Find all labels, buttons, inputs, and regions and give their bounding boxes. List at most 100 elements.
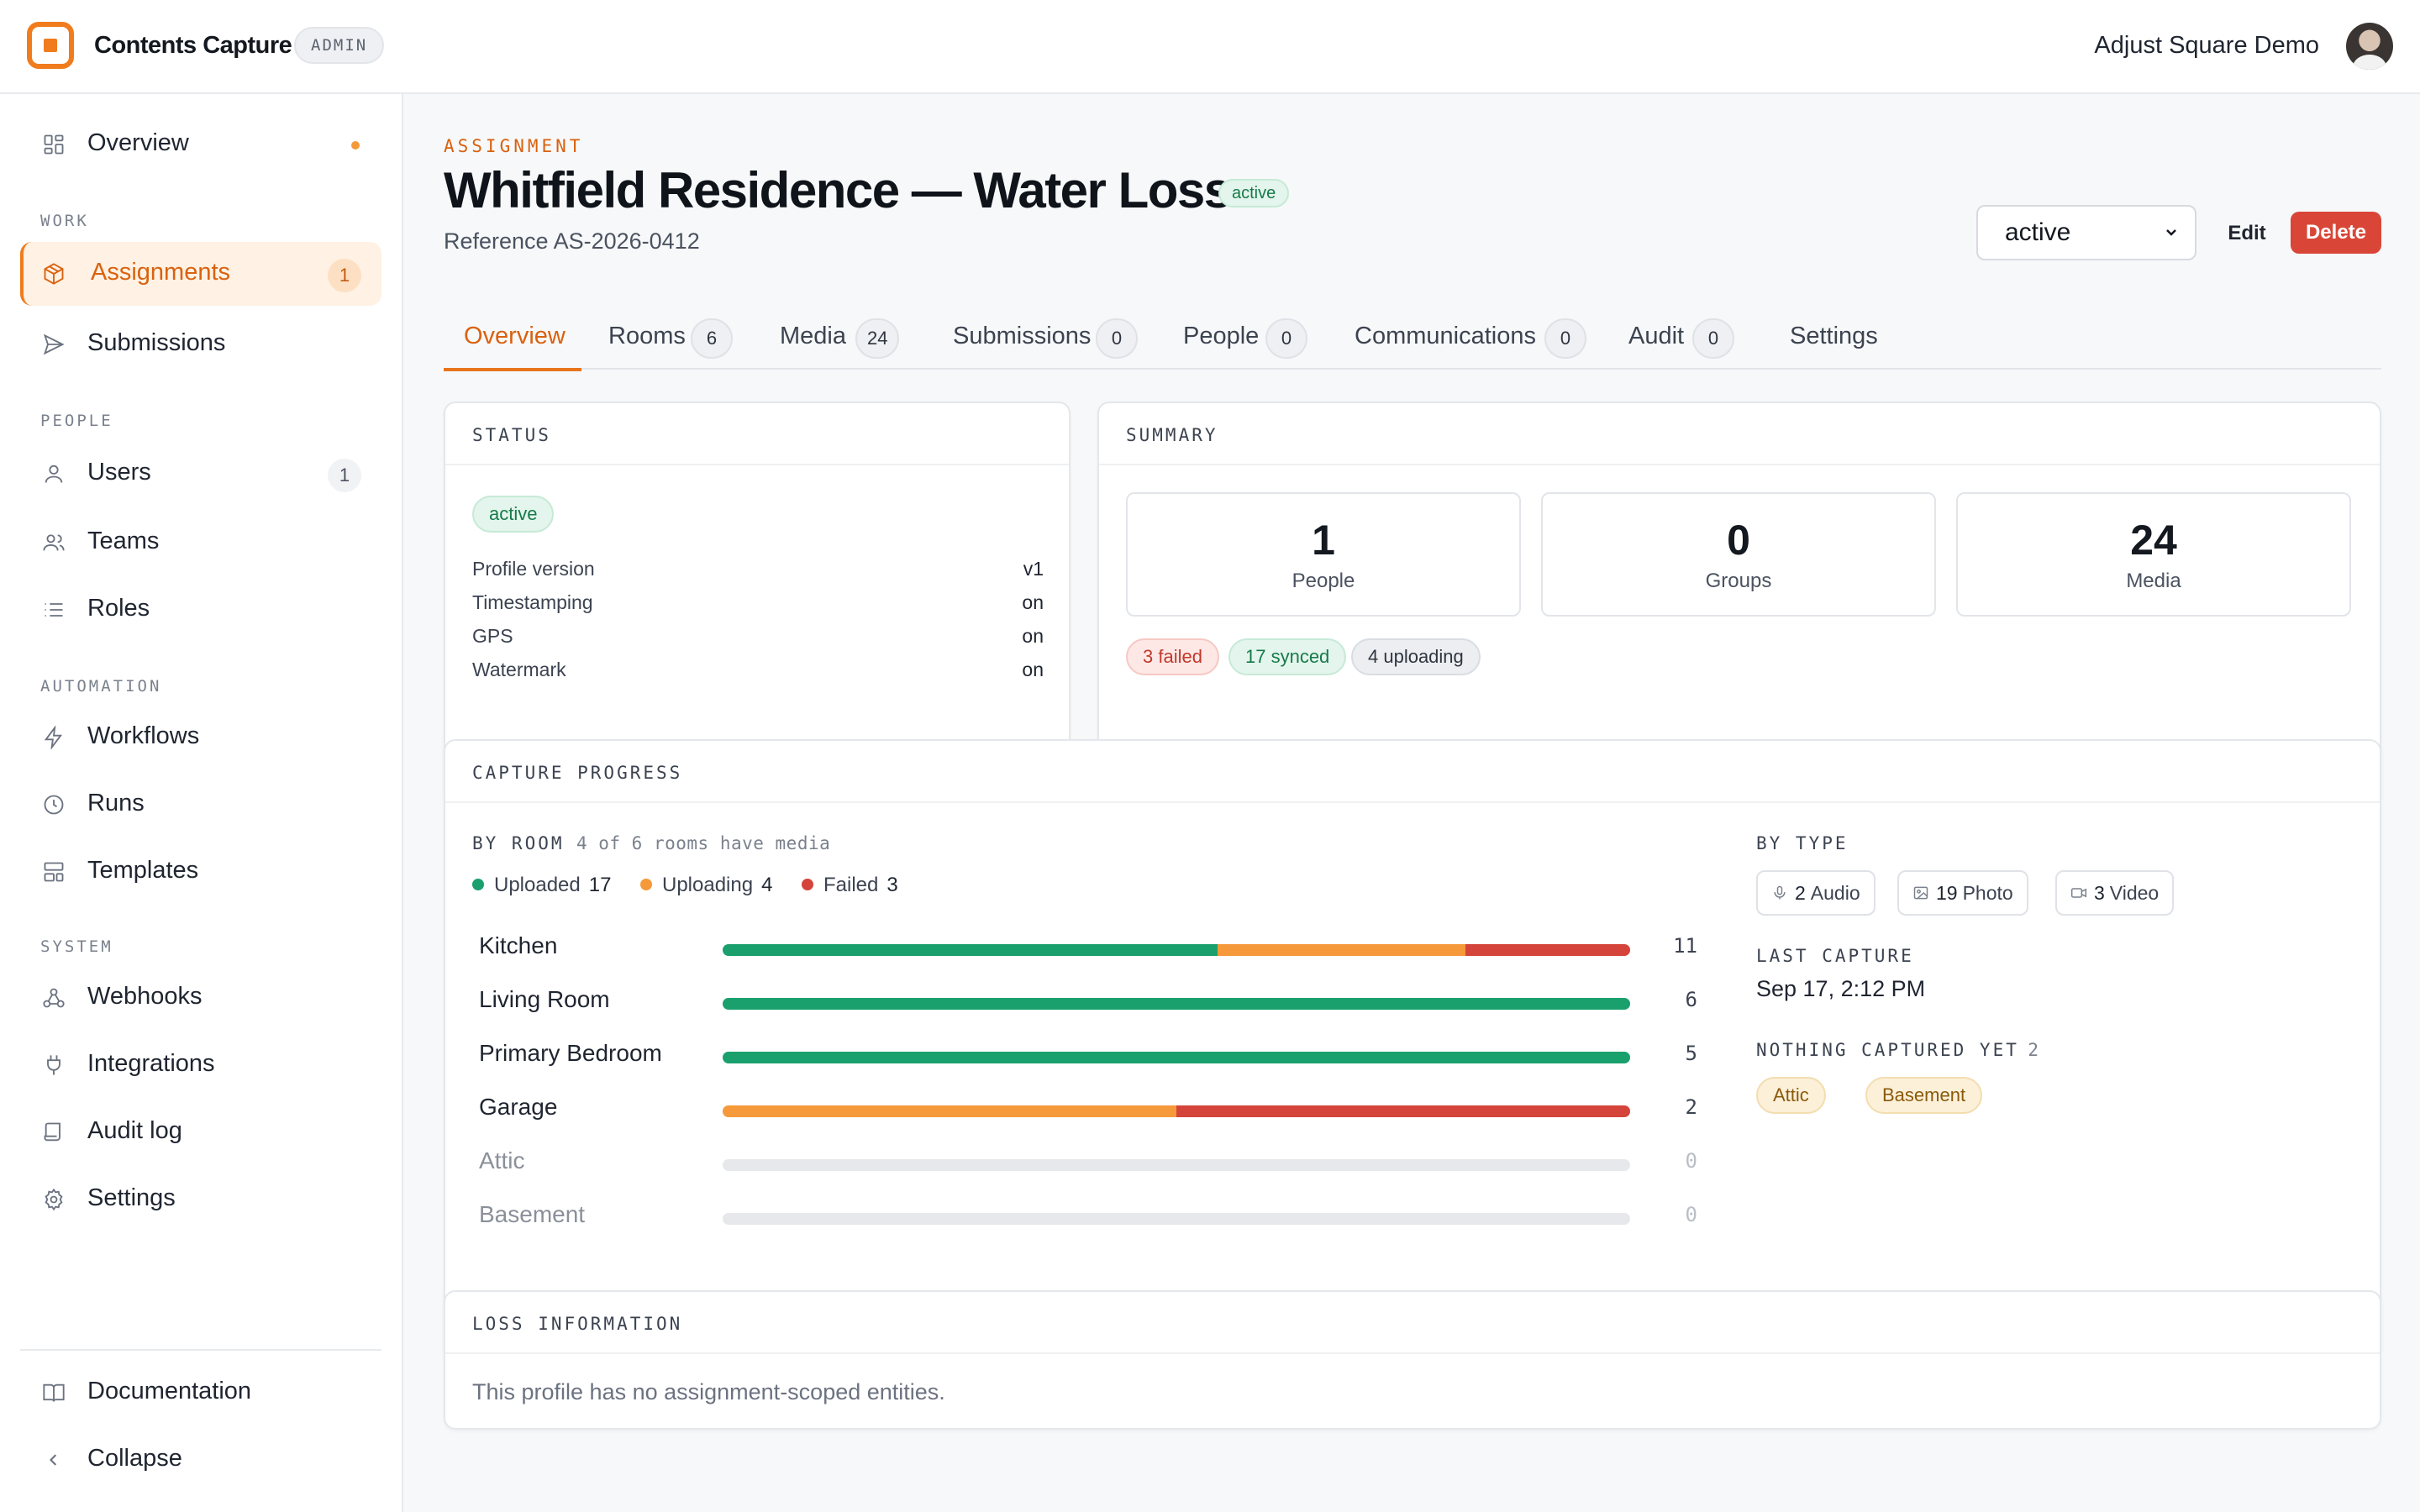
sidebar-item-settings[interactable]: Settings bbox=[20, 1168, 381, 1231]
type-chip-video[interactable]: 3 Video bbox=[2055, 870, 2175, 916]
by-room-note: 4 of 6 rooms have media bbox=[576, 833, 831, 853]
synced-pill[interactable]: 17 synced bbox=[1228, 638, 1347, 675]
status-select[interactable]: active bbox=[1976, 205, 2196, 260]
tab-settings[interactable]: Settings bbox=[1790, 302, 1891, 370]
row-value: on bbox=[1022, 625, 1044, 647]
empty-room-pill[interactable]: Basement bbox=[1865, 1077, 1983, 1114]
sidebar-item-label: Submissions bbox=[87, 329, 226, 356]
scroll-icon bbox=[44, 1122, 60, 1142]
uploading-segment bbox=[723, 1105, 1176, 1117]
tab-audit[interactable]: Audit 0 bbox=[1628, 302, 1746, 370]
row-key: GPS bbox=[472, 625, 513, 647]
nothing-captured-heading: NOTHING CAPTURED YET 2 bbox=[1756, 1040, 2039, 1060]
card-header: CAPTURE PROGRESS bbox=[445, 741, 2380, 803]
room-progress-row[interactable]: Primary Bedroom 5 bbox=[479, 1033, 1697, 1075]
type-chip-audio[interactable]: 2 Audio bbox=[1756, 870, 1876, 916]
legend-dot bbox=[640, 878, 652, 890]
tab-count-badge: 0 bbox=[1265, 318, 1307, 359]
room-media-count: 0 bbox=[1685, 1149, 1697, 1173]
capture-progress-card: CAPTURE PROGRESS BY ROOM 4 of 6 rooms ha… bbox=[444, 739, 2381, 1359]
tab-media[interactable]: Media 24 bbox=[780, 302, 914, 370]
sidebar-item-workflows[interactable]: Workflows bbox=[20, 706, 381, 769]
card-title: CAPTURE PROGRESS bbox=[472, 763, 683, 783]
chevron-down-icon bbox=[2166, 229, 2176, 236]
sidebar-item-label: Runs bbox=[87, 790, 145, 816]
layout-template-icon bbox=[44, 862, 64, 882]
type-count: 3 bbox=[2094, 882, 2105, 904]
tab-label: Settings bbox=[1790, 323, 1878, 349]
status-select-value: active bbox=[2005, 218, 2071, 246]
tab-communications[interactable]: Communications 0 bbox=[1355, 302, 1598, 370]
room-name: Kitchen bbox=[479, 932, 558, 958]
send-icon bbox=[43, 333, 65, 355]
summary-card: SUMMARY 1 People 0 Groups 24 Media 3 fai… bbox=[1097, 402, 2381, 806]
tab-label: Rooms bbox=[608, 323, 686, 349]
uploading-pill[interactable]: 4 uploading bbox=[1351, 638, 1481, 675]
sidebar-item-users[interactable]: Users 1 bbox=[20, 442, 381, 506]
room-progress-row[interactable]: Living Room 6 bbox=[479, 979, 1697, 1021]
sidebar-item-label: Overview bbox=[87, 129, 189, 156]
user-icon bbox=[45, 465, 63, 483]
sidebar-item-audit-log[interactable]: Audit log bbox=[20, 1100, 381, 1164]
type-count: 2 bbox=[1795, 882, 1806, 904]
empty-room-pill[interactable]: Attic bbox=[1756, 1077, 1826, 1114]
room-progress-row[interactable]: Kitchen 11 bbox=[479, 926, 1697, 968]
sidebar-item-label: Templates bbox=[87, 857, 199, 884]
status-badge: active bbox=[472, 496, 555, 533]
sidebar-item-label: Collapse bbox=[87, 1445, 182, 1472]
failed-pill[interactable]: 3 failed bbox=[1126, 638, 1219, 675]
card-title: STATUS bbox=[472, 425, 551, 445]
sidebar-item-integrations[interactable]: Integrations bbox=[20, 1033, 381, 1097]
room-progress-row[interactable]: Attic 0 bbox=[479, 1141, 1697, 1183]
watermark-row: Watermark on bbox=[472, 659, 1044, 689]
uploaded-segment bbox=[723, 998, 1630, 1010]
card-title: LOSS INFORMATION bbox=[472, 1314, 683, 1334]
sidebar-item-label: Users bbox=[87, 459, 151, 486]
app-title[interactable]: Contents Capture bbox=[94, 32, 292, 59]
room-progress-row[interactable]: Basement 0 bbox=[479, 1194, 1697, 1236]
app-logo-icon[interactable] bbox=[27, 22, 74, 69]
page-eyebrow: ASSIGNMENT bbox=[444, 136, 584, 156]
sidebar-item-overview[interactable]: Overview bbox=[20, 113, 381, 176]
section-label-system: SYSTEM bbox=[40, 937, 113, 956]
room-name: Primary Bedroom bbox=[479, 1040, 662, 1066]
failed-segment bbox=[1176, 1105, 1630, 1117]
tab-submissions[interactable]: Submissions 0 bbox=[953, 302, 1146, 370]
tab-people[interactable]: People 0 bbox=[1183, 302, 1318, 370]
room-progress-row[interactable]: Garage 2 bbox=[479, 1087, 1697, 1129]
row-value: v1 bbox=[1023, 558, 1044, 580]
sidebar-item-roles[interactable]: Roles bbox=[20, 578, 381, 642]
type-label: Photo bbox=[1962, 882, 2013, 904]
sidebar-item-templates[interactable]: Templates bbox=[20, 840, 381, 904]
stat-value: 24 bbox=[2130, 517, 2177, 564]
progress-legend: Uploaded 17 Uploading 4 Failed 3 bbox=[472, 874, 976, 899]
sidebar-item-documentation[interactable]: Documentation bbox=[20, 1361, 381, 1425]
edit-button[interactable]: Edit bbox=[2228, 222, 2266, 244]
sidebar-item-runs[interactable]: Runs bbox=[20, 773, 381, 837]
timestamping-row: Timestamping on bbox=[472, 591, 1044, 622]
nothing-captured-label: NOTHING CAPTURED YET bbox=[1756, 1040, 2019, 1060]
sidebar-collapse-button[interactable]: Collapse bbox=[20, 1428, 381, 1492]
tab-overview[interactable]: Overview bbox=[444, 302, 581, 371]
package-icon bbox=[44, 263, 64, 285]
row-key: Timestamping bbox=[472, 591, 593, 613]
sidebar-item-webhooks[interactable]: Webhooks bbox=[20, 966, 381, 1030]
row-value: on bbox=[1022, 659, 1044, 680]
sidebar-item-teams[interactable]: Teams bbox=[20, 511, 381, 575]
legend-value: 17 bbox=[588, 874, 612, 896]
image-icon bbox=[1913, 886, 1928, 900]
progress-track bbox=[723, 1159, 1630, 1171]
user-avatar[interactable] bbox=[2346, 23, 2393, 70]
clock-icon bbox=[44, 795, 64, 815]
sidebar-item-label: Audit log bbox=[87, 1117, 182, 1144]
delete-button[interactable]: Delete bbox=[2291, 212, 2381, 254]
sidebar-item-submissions[interactable]: Submissions bbox=[20, 312, 381, 376]
sidebar-item-assignments[interactable]: Assignments 1 bbox=[20, 242, 381, 306]
grid-icon bbox=[44, 134, 64, 155]
tab-rooms[interactable]: Rooms 6 bbox=[608, 302, 743, 370]
type-chip-photo[interactable]: 19 Photo bbox=[1897, 870, 2028, 916]
stat-value: 0 bbox=[1727, 517, 1750, 564]
account-name[interactable]: Adjust Square Demo bbox=[2094, 32, 2319, 59]
room-media-count: 2 bbox=[1685, 1095, 1697, 1119]
top-bar: Contents Capture ADMIN Adjust Square Dem… bbox=[0, 0, 2420, 94]
